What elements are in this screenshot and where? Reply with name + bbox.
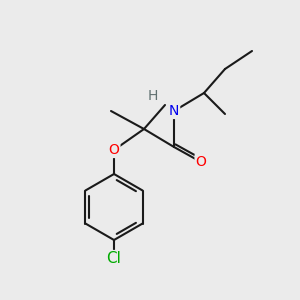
Text: O: O — [109, 143, 119, 157]
Text: O: O — [196, 155, 206, 169]
Text: Cl: Cl — [106, 251, 122, 266]
Text: N: N — [169, 104, 179, 118]
Text: H: H — [148, 89, 158, 103]
